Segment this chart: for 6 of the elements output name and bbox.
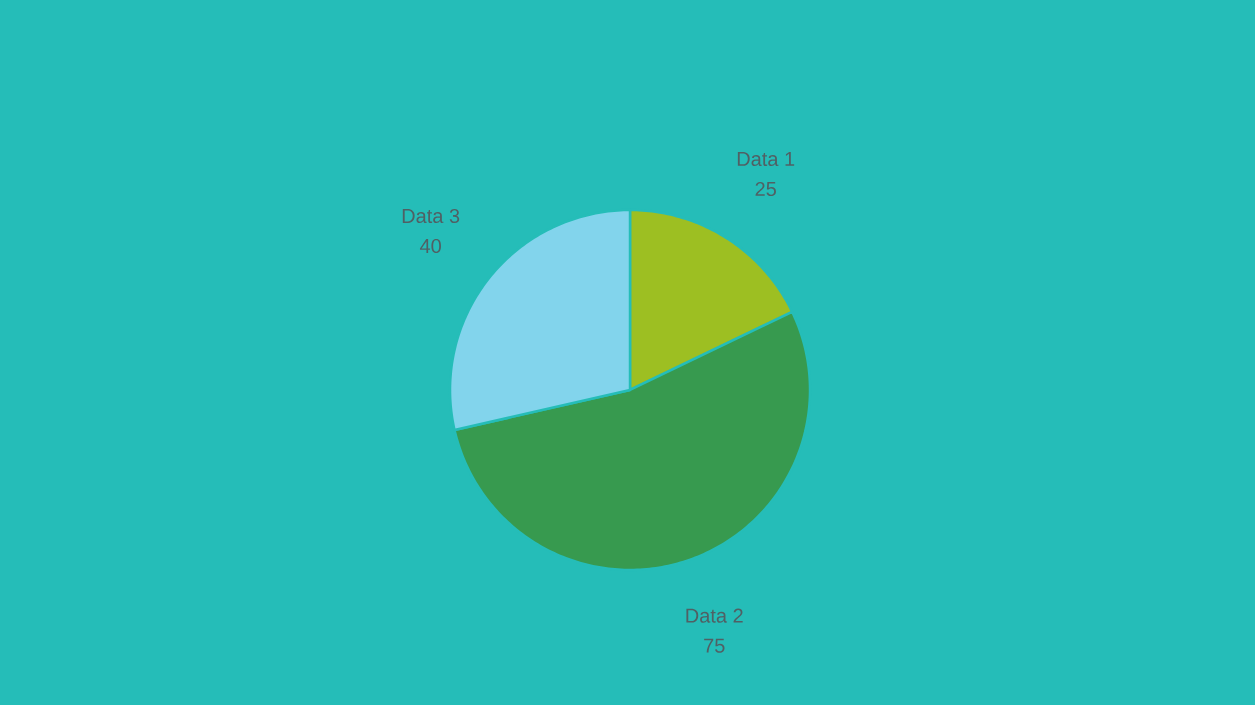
data-label: 75 — [704, 638, 725, 653]
slice-label: Data 2 — [686, 608, 743, 623]
data-label: 40 — [419, 238, 441, 254]
data-label: 25 — [755, 181, 776, 197]
slice-label: Data 1 — [737, 152, 795, 167]
slice-label: Data 3 — [402, 208, 460, 224]
